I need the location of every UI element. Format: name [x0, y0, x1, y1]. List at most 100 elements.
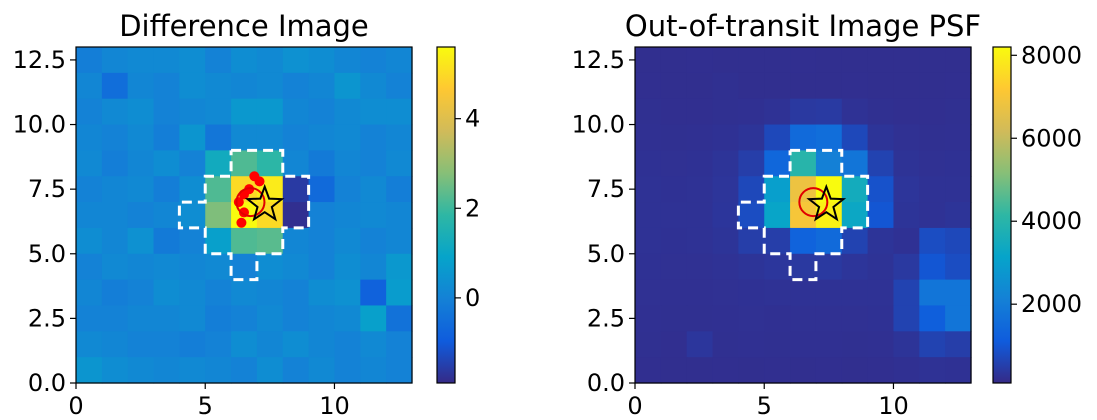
- heatmap-cell: [919, 305, 946, 332]
- heatmap-cell: [153, 124, 180, 151]
- heatmap-cell: [231, 72, 258, 100]
- heatmap-cell: [945, 176, 972, 203]
- heatmap-cell: [360, 357, 387, 384]
- heatmap-cell: [308, 227, 336, 255]
- heatmap-cell: [841, 72, 869, 100]
- heatmap-cell: [334, 227, 361, 255]
- centroid-circle: [235, 187, 266, 218]
- heatmap-cell: [893, 124, 920, 151]
- heatmap-cell: [815, 98, 843, 126]
- heatmap-cell: [841, 98, 869, 126]
- heatmap-cell: [101, 124, 129, 151]
- heatmap-cell: [76, 305, 103, 332]
- heatmap-cell: [867, 357, 895, 384]
- heatmap-cell: [712, 47, 739, 74]
- heatmap-cell: [334, 47, 361, 74]
- heatmap-cell: [712, 253, 739, 281]
- heatmap-cell: [635, 98, 662, 126]
- colorbar-tick-label: 0: [465, 284, 480, 312]
- overlay: [736, 148, 870, 282]
- heatmap-cell: [282, 331, 310, 358]
- heatmap-cell: [686, 98, 714, 126]
- heatmap-cell: [360, 202, 387, 229]
- centroid-point: [254, 176, 265, 187]
- heatmap-cell: [841, 150, 869, 177]
- heatmap-cell: [282, 357, 310, 384]
- heatmap-cells: [635, 47, 972, 384]
- heatmap-cell: [127, 357, 155, 384]
- heatmap-cell: [334, 305, 361, 332]
- heatmap-cell: [179, 98, 206, 126]
- heatmap-cell: [231, 47, 258, 74]
- heatmap-cell: [205, 176, 232, 203]
- heatmap-cell: [256, 98, 284, 126]
- aperture-outline: [736, 148, 870, 282]
- heatmap-cell: [660, 279, 688, 307]
- heatmap-cell: [945, 279, 972, 307]
- heatmap-cell: [867, 202, 895, 229]
- heatmap-cell: [334, 124, 361, 151]
- heatmap-cell: [386, 202, 413, 229]
- heatmap-cell: [945, 47, 972, 74]
- heatmap-cell: [308, 279, 336, 307]
- heatmap-cell: [660, 253, 688, 281]
- heatmap-cell: [179, 72, 206, 100]
- heatmap-cell: [205, 227, 232, 255]
- chart-title: Difference Image: [119, 9, 369, 43]
- heatmap-cell: [790, 305, 817, 332]
- y-tick-label: 0.0: [587, 369, 625, 397]
- heatmap-cell: [153, 176, 180, 203]
- heatmap-cell: [127, 305, 155, 332]
- heatmap-cell: [919, 47, 946, 74]
- heatmap-cell: [867, 305, 895, 332]
- heatmap-cell: [360, 150, 387, 177]
- heatmap-cell: [282, 124, 310, 151]
- y-tick-label: 12.5: [572, 46, 625, 74]
- colorbar-tick-label: 2: [465, 194, 480, 222]
- centroid-point: [236, 217, 247, 228]
- heatmap-cell: [815, 227, 843, 255]
- heatmap-cell: [867, 331, 895, 358]
- y-tick-label: 5.0: [28, 240, 66, 268]
- heatmap-cell: [790, 150, 817, 177]
- heatmap-cell: [660, 202, 688, 229]
- heatmap-cell: [153, 305, 180, 332]
- heatmap-cell: [76, 124, 103, 151]
- heatmap-cell: [231, 227, 258, 255]
- heatmap-cell: [153, 72, 180, 100]
- heatmap-cell: [945, 72, 972, 100]
- heatmap-cell: [101, 253, 129, 281]
- heatmap-cell: [308, 305, 336, 332]
- heatmap-cell: [686, 305, 714, 332]
- heatmap-cell: [764, 202, 791, 229]
- heatmap-cell: [127, 124, 155, 151]
- heatmap-cell: [360, 72, 387, 100]
- heatmap-cell: [841, 176, 869, 203]
- heatmap-cell: [841, 47, 869, 74]
- heatmap-cell: [76, 150, 103, 177]
- heatmap-cell: [76, 202, 103, 229]
- heatmap-cell: [790, 357, 817, 384]
- colorbar-gradient: [992, 46, 1012, 384]
- heatmap-cell: [308, 150, 336, 177]
- heatmap-cell: [127, 47, 155, 74]
- heatmap-cell: [738, 150, 765, 177]
- heatmap-cell: [738, 176, 765, 203]
- heatmap-cell: [893, 202, 920, 229]
- heatmap-cell: [127, 253, 155, 281]
- heatmap-cell: [738, 305, 765, 332]
- heatmap-cell: [893, 98, 920, 126]
- heatmap-cell: [386, 357, 413, 384]
- heatmap-cell: [308, 202, 336, 229]
- heatmap-cell: [153, 202, 180, 229]
- heatmap-cell: [386, 124, 413, 151]
- heatmap-cell: [179, 150, 206, 177]
- heatmap-cell: [635, 305, 662, 332]
- colorbar: 2000 4000 6000 8000: [992, 41, 1082, 384]
- heatmap-cell: [764, 47, 791, 74]
- heatmap-cell: [841, 227, 869, 255]
- x-tick-label: 5: [757, 392, 772, 415]
- heatmap-cell: [231, 253, 258, 281]
- heatmap-cell: [660, 357, 688, 384]
- heatmap-cell: [867, 98, 895, 126]
